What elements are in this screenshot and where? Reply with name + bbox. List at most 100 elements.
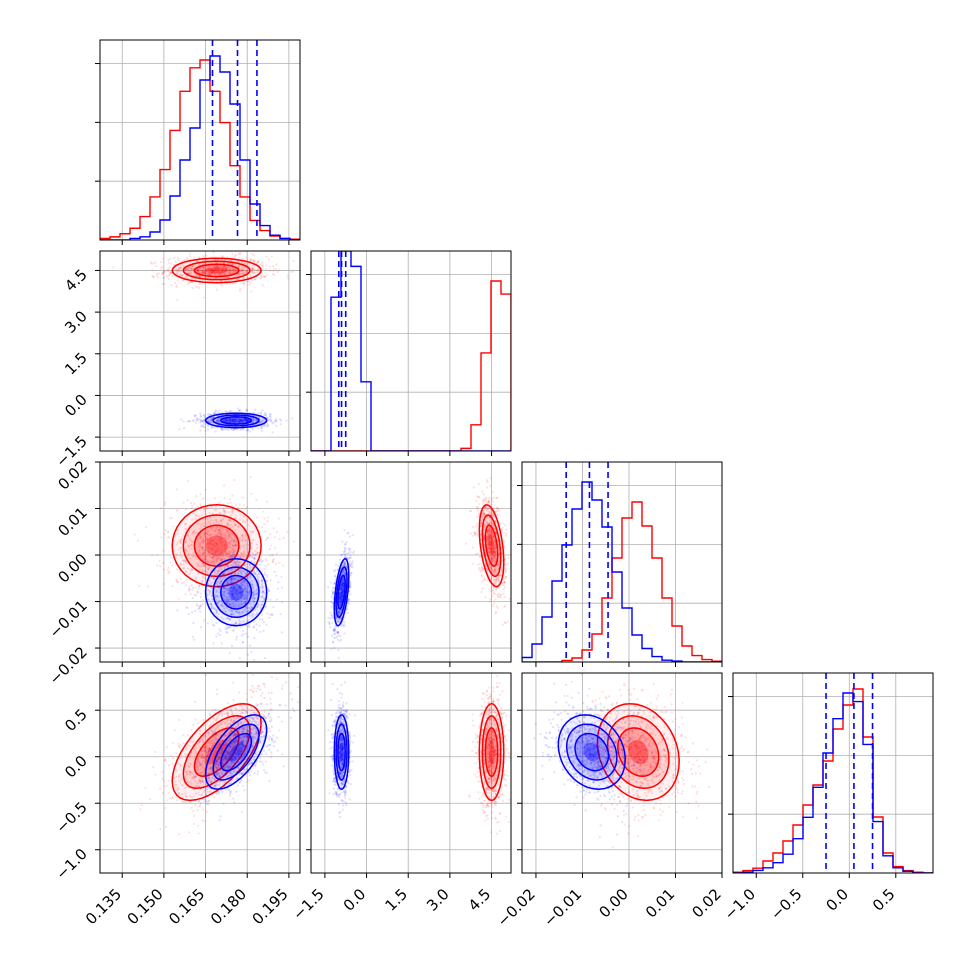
- scatter-point: [239, 591, 242, 594]
- scatter-point: [186, 256, 189, 260]
- scatter-point: [238, 585, 241, 588]
- scatter-point: [257, 268, 260, 271]
- scatter-point: [220, 603, 223, 607]
- scatter-point: [256, 551, 259, 555]
- scatter-point: [233, 562, 236, 565]
- scatter-point: [190, 568, 194, 571]
- scatter-point: [213, 607, 216, 610]
- scatter-point: [490, 540, 494, 544]
- scatter-point: [487, 545, 490, 549]
- scatter-point: [216, 531, 219, 534]
- scatter-point: [216, 267, 220, 270]
- scatter-point: [259, 630, 262, 634]
- scatter-point: [181, 279, 185, 282]
- scatter-point: [234, 269, 237, 272]
- scatter-point: [228, 572, 231, 575]
- scatter-point: [246, 610, 249, 613]
- scatter-point: [212, 560, 215, 564]
- scatter-point: [223, 266, 226, 269]
- scatter-point: [209, 603, 213, 606]
- scatter-point: [200, 535, 203, 539]
- scatter-point: [228, 542, 231, 545]
- scatter-point: [337, 634, 340, 637]
- scatter-point: [238, 610, 241, 614]
- scatter-point: [481, 587, 484, 590]
- scatter-point: [233, 553, 236, 557]
- scatter-point: [206, 272, 209, 275]
- scatter-point: [491, 576, 494, 579]
- scatter-point: [503, 581, 506, 584]
- scatter-point: [206, 413, 209, 416]
- scatter-point: [229, 546, 232, 549]
- scatter-point: [228, 556, 231, 559]
- scatter-point: [216, 557, 219, 560]
- scatter-point: [216, 601, 219, 604]
- scatter-point: [240, 611, 244, 614]
- scatter-point: [489, 527, 492, 530]
- scatter-point: [229, 519, 232, 522]
- scatter-point: [239, 581, 242, 585]
- scatter-point: [495, 580, 498, 583]
- scatter-point: [207, 568, 210, 571]
- scatter-point: [212, 555, 215, 558]
- scatter-point: [212, 412, 216, 415]
- scatter-point: [196, 604, 199, 607]
- scatter-point: [227, 270, 231, 273]
- scatter-point: [225, 563, 228, 566]
- scatter-point: [273, 536, 276, 539]
- scatter-point: [204, 423, 207, 426]
- scatter-point: [159, 260, 163, 264]
- scatter-point: [193, 593, 196, 597]
- scatter-point: [488, 547, 492, 550]
- scatter-point: [244, 574, 247, 577]
- scatter-point: [225, 588, 228, 591]
- scatter-point: [226, 529, 230, 532]
- scatter-point: [208, 269, 212, 273]
- contour-red: [478, 504, 505, 588]
- scatter-point: [266, 520, 269, 523]
- scatter-point: [228, 272, 231, 275]
- scatter-point: [213, 541, 216, 544]
- scatter-point: [242, 608, 245, 612]
- scatter-point: [214, 269, 217, 272]
- scatter-point: [227, 598, 230, 601]
- scatter-point: [151, 269, 154, 272]
- scatter-point: [225, 420, 228, 423]
- contour-red: [193, 263, 240, 278]
- scatter-point: [266, 416, 269, 419]
- scatter-point: [476, 552, 479, 555]
- scatter-point: [188, 585, 191, 588]
- scatter-point: [192, 420, 195, 423]
- scatter-point: [243, 282, 246, 286]
- scatter-point: [211, 598, 214, 601]
- scatter-point: [252, 600, 255, 603]
- scatter-point: [349, 582, 352, 585]
- scatter-point: [262, 621, 265, 624]
- scatter-point: [487, 529, 490, 532]
- scatter-point: [488, 526, 491, 529]
- scatter-point: [242, 564, 246, 567]
- scatter-point: [224, 266, 227, 269]
- scatter-point: [476, 507, 479, 510]
- scatter-point: [490, 557, 493, 560]
- scatter-point: [227, 598, 230, 601]
- scatter-point: [163, 503, 166, 506]
- scatter-point: [231, 586, 234, 590]
- scatter-point: [485, 537, 488, 541]
- scatter-point: [188, 572, 191, 576]
- scatter-point: [269, 613, 272, 616]
- scatter-point: [250, 268, 254, 271]
- scatter-point: [216, 585, 219, 588]
- scatter-point: [202, 422, 205, 425]
- scatter-point: [219, 580, 223, 583]
- scatter-point: [184, 561, 188, 564]
- scatter-point: [189, 501, 193, 505]
- scatter-point: [230, 578, 233, 581]
- scatter-point: [212, 547, 215, 550]
- scatter-point: [487, 550, 491, 554]
- scatter-point: [224, 583, 227, 587]
- scatter-point: [490, 534, 493, 537]
- scatter-point: [216, 270, 219, 273]
- scatter-point: [223, 578, 226, 581]
